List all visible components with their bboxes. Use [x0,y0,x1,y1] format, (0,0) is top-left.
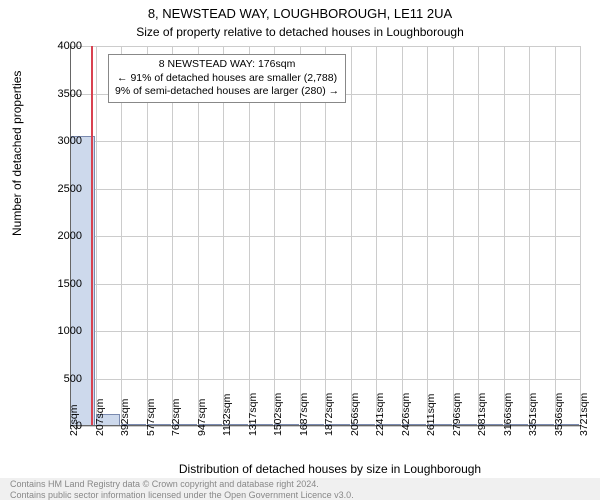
gridline-v [351,46,352,426]
gridline-v [453,46,454,426]
gridline-v [478,46,479,426]
gridline-v [198,46,199,426]
gridline-v [249,46,250,426]
annotation-line2: ← 91% of detached houses are smaller (2,… [115,72,339,86]
gridline-v [300,46,301,426]
ytick-label: 4000 [42,40,82,52]
marker-line [91,46,93,426]
annotation-box: 8 NEWSTEAD WAY: 176sqm ← 91% of detached… [108,54,346,103]
gridline-v [376,46,377,426]
ytick-label: 500 [42,373,82,385]
ytick-label: 2000 [42,230,82,242]
ytick-label: 1000 [42,325,82,337]
x-axis-label: Distribution of detached houses by size … [30,462,600,476]
gridline-v [223,46,224,426]
gridline-v [427,46,428,426]
ytick-label: 3000 [42,135,82,147]
gridline-v [402,46,403,426]
chart-subtitle: Size of property relative to detached ho… [0,23,600,39]
gridline-v [529,46,530,426]
y-axis-label: Number of detached properties [10,71,24,236]
gridline-v [147,46,148,426]
gridline-v [172,46,173,426]
ytick-label: 3500 [42,88,82,100]
gridline-v [504,46,505,426]
gridline-v [555,46,556,426]
annotation-line1: 8 NEWSTEAD WAY: 176sqm [115,58,339,72]
chart-title: 8, NEWSTEAD WAY, LOUGHBOROUGH, LE11 2UA [0,0,600,23]
chart-container: 8, NEWSTEAD WAY, LOUGHBOROUGH, LE11 2UA … [0,0,600,500]
footer: Contains HM Land Registry data © Crown c… [0,478,600,500]
ytick-label: 2500 [42,183,82,195]
gridline-v [274,46,275,426]
gridline-v [96,46,97,426]
gridline-v [580,46,581,426]
annotation-line3: 9% of semi-detached houses are larger (2… [115,85,339,99]
footer-line2: Contains public sector information licen… [10,490,600,501]
gridline-v [121,46,122,426]
ytick-label: 1500 [42,278,82,290]
footer-line1: Contains HM Land Registry data © Crown c… [10,479,600,490]
plot-area [70,46,580,426]
gridline-v [325,46,326,426]
